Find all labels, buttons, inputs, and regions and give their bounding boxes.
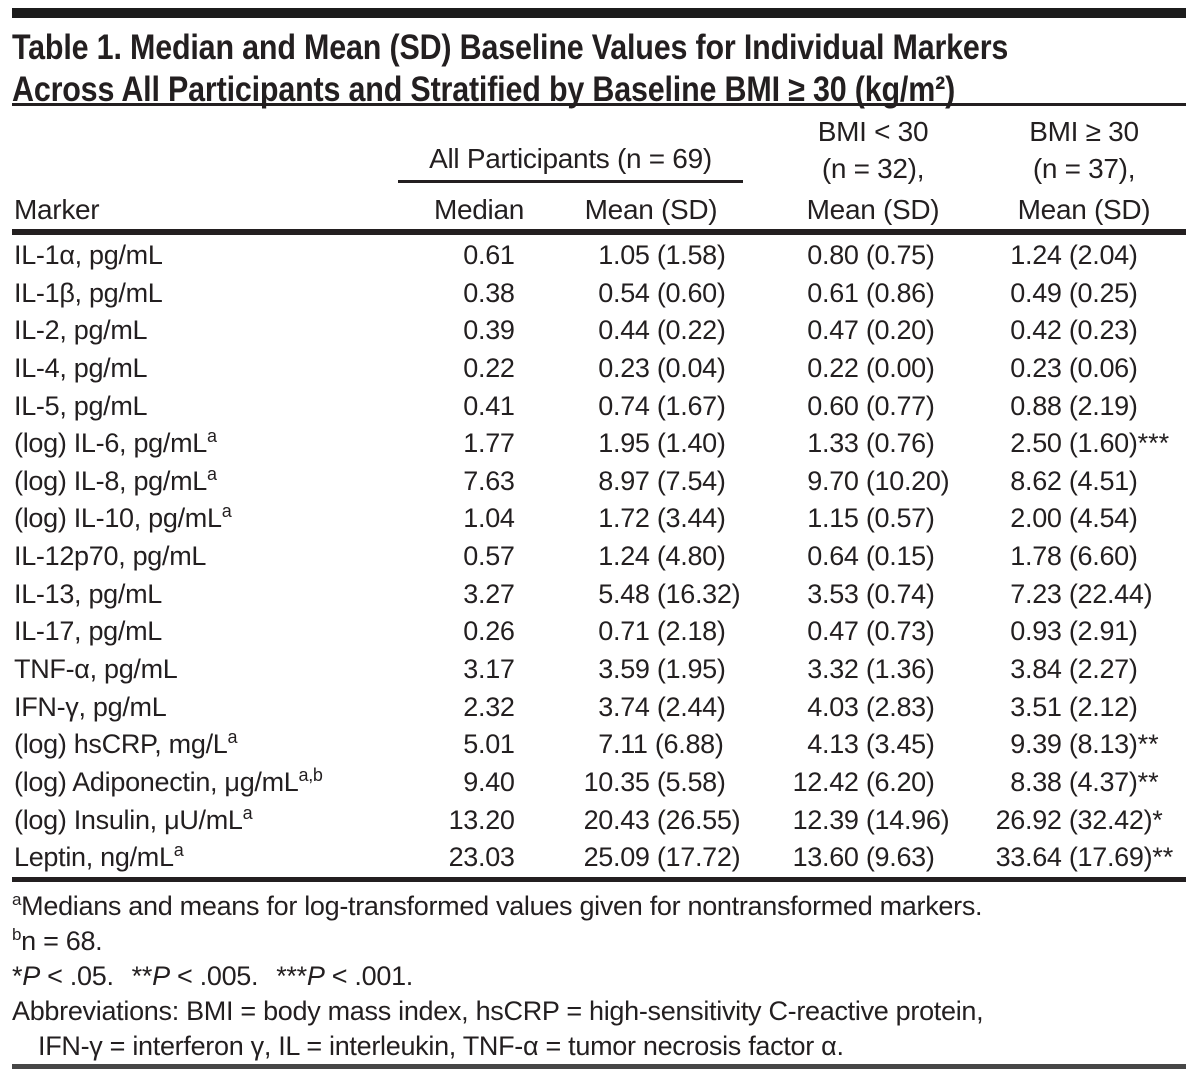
abbreviations-line1: Abbreviations: BMI = body mass index, hs… <box>12 996 984 1026</box>
significance-item: ***P < .001. <box>276 961 413 991</box>
bmi-ge30-line1: BMI ≥ 30 <box>1029 116 1139 147</box>
table-title-line1: Table 1. Median and Mean (SD) Baseline V… <box>12 28 1009 67</box>
marker-table-body: IL-1α, pg/mL 0.61 1.05 (1.58) 0.80 (0.75) 1.… <box>0 237 1198 877</box>
table-row: (log) Adiponectin, μg/mLa,b 9.40 10.35 (5.… <box>0 764 1198 802</box>
table-row: (log) IL-10, pg/mLa 1.04 1.72 (3.44) 1.15 (… <box>0 500 1198 538</box>
marker-cell: (log) hsCRP, mg/La <box>14 727 238 760</box>
marker-cell: IFN-γ, pg/mL <box>14 691 167 722</box>
marker-footnote-sup: a,b <box>298 764 323 785</box>
significance-stars: ** <box>1137 766 1159 797</box>
column-header-mean-sd-ge30: Mean (SD) <box>1017 194 1151 225</box>
bmi-lt30-line2: (n = 32), <box>821 153 925 184</box>
marker-cell: IL-4, pg/mL <box>14 352 148 383</box>
marker-cell: IL-17, pg/mL <box>14 616 162 647</box>
footnotes: aMedians and means for log-transformed v… <box>12 889 1192 1064</box>
table-row: IFN-γ, pg/mL 2.32 3.74 (2.44) 4.03 (2.83) 3.… <box>0 689 1198 727</box>
significance-note: *P < .05. **P < .005. ***P < .001. <box>12 959 1192 994</box>
marker-cell: (log) IL-8, pg/mLa <box>14 463 217 496</box>
table-row: IL-2, pg/mL 0.39 0.44 (0.22) 0.47 (0.20) 0.4… <box>0 312 1198 350</box>
table-row: IL-13, pg/mL 3.27 5.48 (16.32) 3.53 (0.74) 7… <box>0 576 1198 614</box>
table-row: IL-1α, pg/mL 0.61 1.05 (1.58) 0.80 (0.75) 1.… <box>0 237 1198 275</box>
significance-stars: ** <box>1152 842 1174 873</box>
footnote-b: bn = 68. <box>12 924 1192 959</box>
marker-cell: (log) IL-10, pg/mLa <box>14 501 232 534</box>
table-header: All Participants (n = 69) BMI < 30 (n = … <box>0 110 1198 236</box>
bmi-lt30-line1: BMI < 30 <box>817 116 929 147</box>
table-row: IL-17, pg/mL 0.26 0.71 (2.18) 0.47 (0.73) 0.… <box>0 613 1198 651</box>
bmi-ge30-line2: (n = 37), <box>1032 153 1136 184</box>
column-header-bmi-lt30: BMI < 30 (n = 32), <box>763 113 983 187</box>
marker-cell: IL-1α, pg/mL <box>14 240 163 270</box>
footnote-b-text: n = 68. <box>21 926 103 956</box>
footnote-a-text: Medians and means for log-transformed va… <box>21 891 983 921</box>
title-rule <box>12 103 1186 106</box>
marker-cell: (log) Insulin, μU/mLa <box>14 802 253 835</box>
marker-cell: (log) Adiponectin, μg/mLa,b <box>14 764 323 797</box>
column-header-mean-sd-lt30: Mean (SD) <box>806 194 940 225</box>
marker-cell: Leptin, ng/mLa <box>14 840 184 873</box>
marker-cell: (log) IL-6, pg/mLa <box>14 426 217 459</box>
significance-item: **P < .005. <box>131 961 259 991</box>
marker-footnote-sup: a <box>206 463 217 484</box>
table-row: IL-5, pg/mL 0.41 0.74 (1.67) 0.60 (0.77) 0.8… <box>0 388 1198 426</box>
table-row: (log) Insulin, μU/mLa 13.20 20.43 (26.55) 1… <box>0 802 1198 840</box>
marker-footnote-sup: a <box>221 501 232 522</box>
column-header-bmi-ge30: BMI ≥ 30 (n = 37), <box>974 113 1194 187</box>
marker-footnote-sup: a <box>242 802 253 823</box>
significance-stars: ** <box>1137 729 1159 760</box>
table-row: (log) hsCRP, mg/La 5.01 7.11 (6.88) 4.13 (3… <box>0 726 1198 764</box>
table-row: IL-4, pg/mL 0.22 0.23 (0.04) 0.22 (0.00) 0.2… <box>0 350 1198 388</box>
marker-cell: IL-1β, pg/mL <box>14 277 163 308</box>
abbreviations-line2: IFN-γ = interferon γ, IL = interleukin, … <box>38 1031 844 1061</box>
significance-stars: *** <box>1137 428 1170 459</box>
footnote-b-sup: b <box>12 925 22 944</box>
marker-cell: TNF-α, pg/mL <box>14 654 178 685</box>
column-group-all-participants: All Participants (n = 69) <box>429 143 712 174</box>
significance-stars: * <box>1152 804 1163 835</box>
marker-cell: IL-13, pg/mL <box>14 578 162 609</box>
marker-footnote-sup: a <box>227 727 238 748</box>
marker-cell: IL-5, pg/mL <box>14 390 148 421</box>
column-header-median: Median <box>433 194 525 225</box>
top-rule <box>12 8 1186 18</box>
sub-header-row: Marker Median Mean (SD) Mean (SD) Mean (… <box>0 192 1198 228</box>
page-bottom-rule <box>12 1064 1186 1069</box>
spanner-rule <box>398 180 743 183</box>
marker-cell: IL-2, pg/mL <box>14 315 148 346</box>
footnote-a-sup: a <box>12 890 22 909</box>
header-rule <box>12 229 1186 235</box>
column-header-marker: Marker <box>14 194 100 225</box>
table-bottom-rule <box>12 877 1186 882</box>
footnote-a: aMedians and means for log-transformed v… <box>12 889 1192 924</box>
table-row: (log) IL-6, pg/mLa 1.77 1.95 (1.40) 1.33 (0… <box>0 425 1198 463</box>
marker-footnote-sup: a <box>206 426 217 447</box>
table-title-line2: Across All Participants and Stratified b… <box>12 70 956 109</box>
table-row: (log) IL-8, pg/mLa 7.63 8.97 (7.54) 9.70 (1… <box>0 463 1198 501</box>
marker-footnote-sup: a <box>173 840 184 861</box>
table-row: IL-1β, pg/mL 0.38 0.54 (0.60) 0.61 (0.86) 0.… <box>0 275 1198 313</box>
table-row: Leptin, ng/mLa 23.03 25.09 (17.72) 13.60 (9… <box>0 839 1198 877</box>
table-row: TNF-α, pg/mL 3.17 3.59 (1.95) 3.32 (1.36) 3.… <box>0 651 1198 689</box>
column-header-mean-sd-all: Mean (SD) <box>584 194 718 225</box>
significance-item: *P < .05. <box>12 961 114 991</box>
table-row: IL-12p70, pg/mL 0.57 1.24 (4.80) 0.64 (0.15… <box>0 538 1198 576</box>
table-title: Table 1. Median and Mean (SD) Baseline V… <box>12 27 1157 111</box>
marker-cell: IL-12p70, pg/mL <box>14 541 207 572</box>
